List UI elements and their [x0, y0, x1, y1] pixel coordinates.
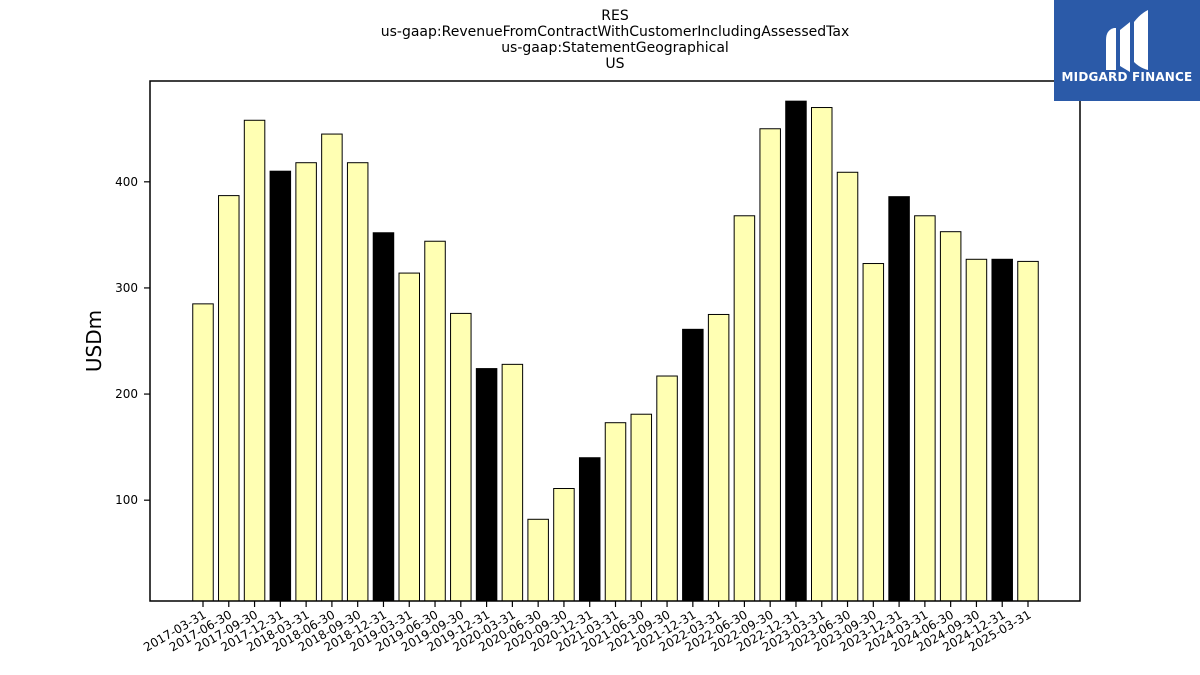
bar-2024-09-30: [965, 258, 988, 602]
y-axis: 100 200 300 400: [115, 175, 150, 507]
bar-2020-12-31: [578, 457, 601, 602]
bar-2018-09-30: [346, 162, 369, 602]
bar-2017-06-30: [218, 195, 240, 602]
bar-2018-12-31: [372, 232, 395, 602]
bar-2017-09-30: [243, 119, 266, 602]
x-axis: 2017-03-312017-06-302017-09-302017-12-31…: [141, 601, 1034, 654]
bar-2021-12-31: [682, 328, 704, 602]
logo-text: MIDGARD FINANCE: [1062, 70, 1193, 84]
bar-2017-12-31: [269, 170, 292, 602]
bar-2021-06-30: [630, 413, 653, 602]
y-axis-label: USDm: [82, 310, 106, 372]
plot-frame: [149, 80, 1081, 602]
bar-2019-06-30: [424, 240, 446, 602]
bar-2023-03-31: [811, 107, 833, 602]
y-tick-label: 200: [115, 387, 138, 401]
chart-title: RES us-gaap:RevenueFromContractWithCusto…: [381, 8, 850, 72]
logo: MIDGARD FINANCE: [1054, 0, 1200, 101]
bar-2019-03-31: [398, 272, 420, 602]
bar-2024-03-31: [914, 215, 936, 602]
bar-2020-06-30: [527, 518, 549, 602]
bar-2022-06-30: [733, 215, 756, 602]
title-line-1: RES: [601, 8, 629, 24]
bar-2020-03-31: [501, 363, 524, 602]
bars-group: [192, 100, 1039, 602]
title-line-2: us-gaap:RevenueFromContractWithCustomerI…: [381, 24, 850, 40]
title-line-3: us-gaap:StatementGeographical: [501, 40, 729, 56]
bar-2023-12-31: [888, 196, 910, 602]
bar-2021-09-30: [656, 375, 678, 602]
y-tick-label: 400: [115, 175, 138, 189]
bar-2022-12-31: [785, 100, 807, 602]
bar-2022-09-30: [759, 128, 781, 602]
y-tick-label: 100: [115, 493, 138, 507]
bar-2024-12-31: [991, 258, 1013, 602]
bar-2018-06-30: [321, 133, 343, 602]
bar-2019-12-31: [475, 368, 498, 602]
bar-2023-06-30: [836, 171, 859, 602]
bar-2019-09-30: [450, 312, 472, 602]
bar-2020-09-30: [553, 488, 575, 602]
bar-2024-06-30: [939, 231, 962, 602]
bar-2022-03-31: [707, 313, 730, 602]
bar-2021-03-31: [604, 422, 627, 602]
y-tick-label: 300: [115, 281, 138, 295]
title-line-4: US: [605, 56, 624, 72]
bar-2017-03-31: [192, 303, 214, 602]
bar-2018-03-31: [295, 162, 317, 602]
bar-2023-09-30: [862, 263, 885, 602]
bar-2025-03-31: [1017, 260, 1039, 602]
logo-mark-icon: [1106, 10, 1148, 72]
